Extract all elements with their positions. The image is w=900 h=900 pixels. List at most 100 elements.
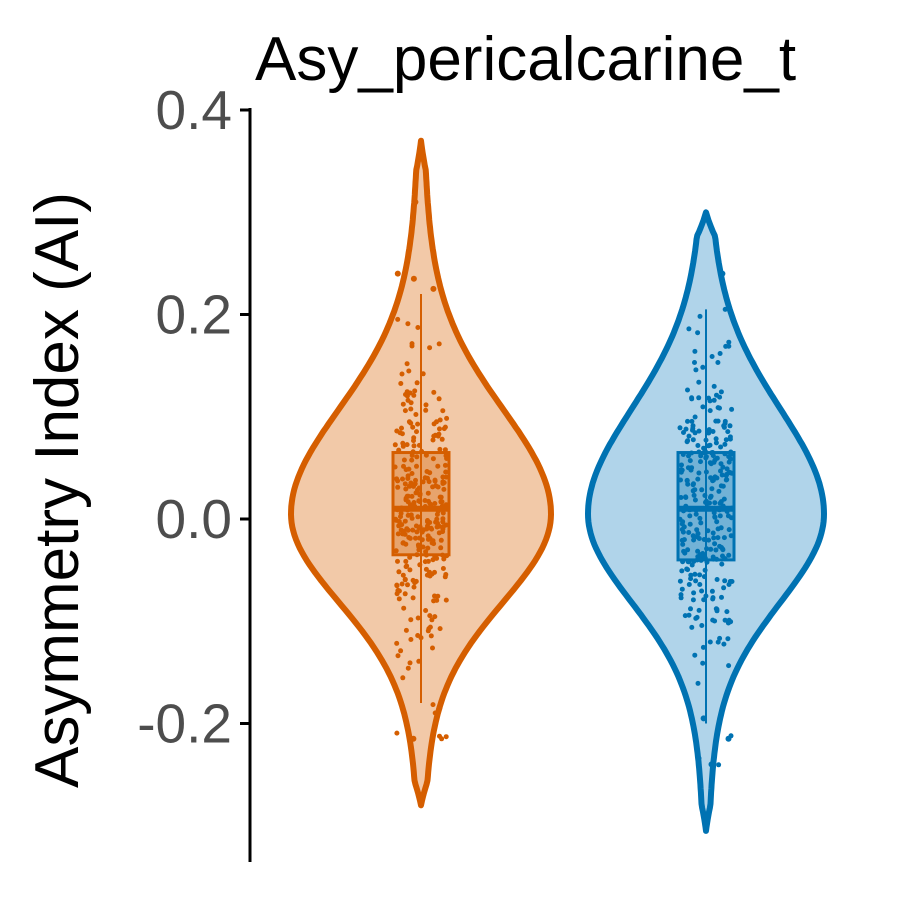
data-point (401, 605, 407, 611)
data-point (688, 576, 694, 582)
data-point (681, 537, 687, 543)
data-point (714, 606, 720, 612)
data-point (423, 452, 429, 458)
chart-title: Asy_pericalcarine_t (255, 25, 796, 94)
data-point (696, 470, 702, 476)
data-point (437, 426, 442, 432)
data-point (690, 437, 696, 443)
data-point (403, 558, 409, 564)
violin-group-1 (288, 137, 554, 809)
data-point (695, 680, 701, 686)
outlier-point (725, 735, 732, 742)
data-point (701, 597, 707, 603)
data-point (709, 588, 715, 594)
data-point (444, 553, 450, 559)
data-point (724, 609, 730, 615)
data-point (418, 635, 424, 641)
data-point (714, 556, 720, 562)
data-point (444, 415, 450, 421)
data-point (695, 548, 701, 554)
data-point (413, 578, 419, 584)
y-ticks: 0.4 0.2 0.0 -0.2 (137, 79, 250, 755)
data-point (707, 442, 713, 448)
data-point (430, 456, 436, 462)
data-point (400, 572, 406, 578)
data-point (703, 469, 709, 475)
data-point (691, 537, 697, 543)
data-point (414, 552, 420, 558)
data-point (714, 475, 720, 481)
outlier-point (412, 199, 419, 205)
data-point (439, 499, 445, 505)
data-point (395, 531, 401, 537)
data-point (697, 582, 703, 587)
data-point (428, 633, 434, 639)
data-point (437, 733, 442, 739)
data-point (408, 406, 414, 412)
data-point (417, 562, 423, 568)
data-point (431, 433, 437, 439)
data-point (432, 710, 438, 716)
data-point (715, 535, 721, 541)
data-point (701, 574, 707, 580)
data-point (392, 464, 398, 470)
data-point (727, 423, 733, 429)
outlier-point (708, 761, 715, 768)
outlier-point (410, 275, 417, 282)
data-point (696, 449, 702, 455)
data-point (703, 593, 709, 599)
data-point (689, 395, 695, 401)
data-point (430, 437, 436, 443)
data-point (395, 558, 400, 564)
data-point (396, 569, 402, 575)
data-point (701, 537, 707, 542)
data-point (433, 519, 439, 525)
data-point (694, 527, 700, 533)
data-point (431, 389, 437, 395)
data-point (425, 490, 431, 496)
data-point (680, 559, 686, 565)
data-point (437, 626, 443, 632)
data-point (415, 615, 421, 621)
data-point (728, 619, 734, 625)
data-point (440, 408, 446, 414)
data-point (399, 371, 405, 377)
data-point (394, 730, 400, 736)
data-point (722, 617, 728, 623)
data-point (419, 537, 425, 543)
outlier-point (430, 285, 437, 292)
data-point (696, 428, 702, 434)
data-point (723, 477, 729, 483)
data-point (691, 590, 697, 596)
data-point (440, 524, 446, 530)
data-point (721, 585, 727, 591)
data-point (700, 660, 706, 666)
data-point (436, 396, 442, 402)
data-point (440, 529, 446, 535)
data-point (417, 492, 423, 498)
data-point (396, 596, 402, 602)
data-point (721, 535, 727, 541)
data-point (412, 481, 418, 487)
data-point (728, 449, 734, 455)
y-axis-label: Asymmetry Index (AI) (23, 192, 92, 788)
data-point (703, 437, 709, 443)
data-point (404, 361, 410, 367)
data-point (721, 424, 727, 430)
data-point (692, 360, 697, 365)
data-point (403, 486, 409, 492)
data-point (420, 544, 426, 550)
data-point (396, 447, 402, 453)
data-point (427, 345, 433, 351)
data-point (413, 535, 418, 541)
data-point (706, 537, 712, 543)
data-point (436, 341, 442, 347)
data-point (705, 430, 710, 436)
data-point (424, 526, 430, 532)
data-point (696, 607, 702, 613)
data-point (397, 430, 403, 436)
data-point (436, 431, 442, 437)
data-point (715, 639, 721, 645)
data-point (711, 397, 717, 403)
data-point (689, 562, 695, 568)
